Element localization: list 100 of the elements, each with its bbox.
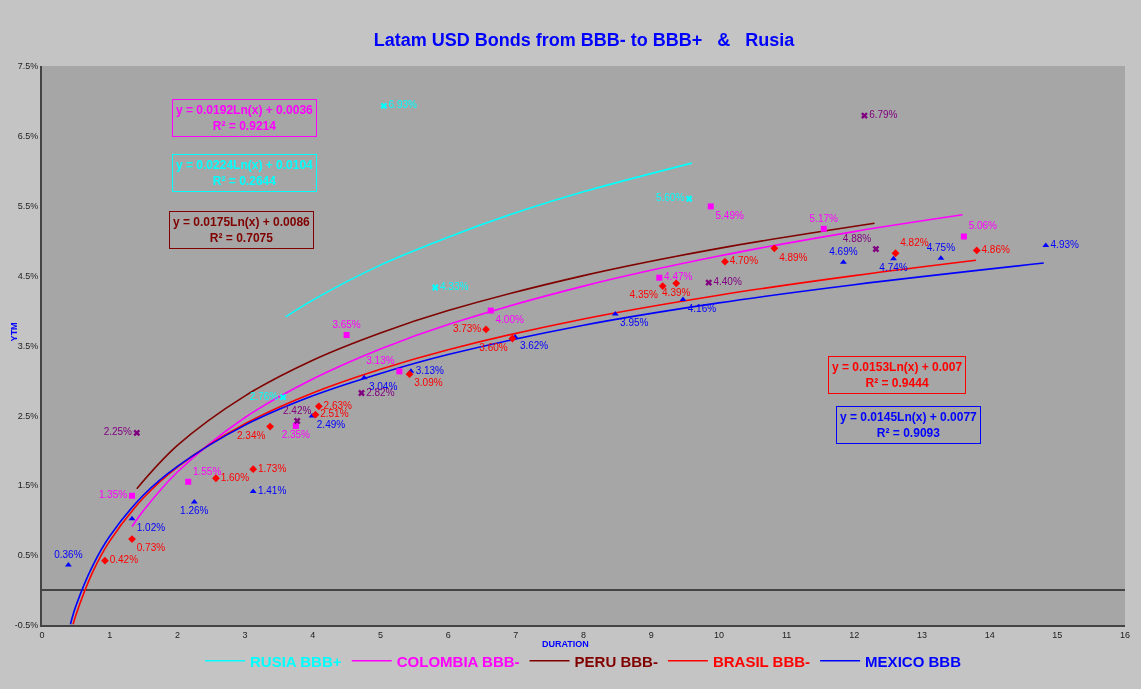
legend-label: RUSIA BBB+	[250, 652, 342, 670]
point	[249, 488, 257, 494]
data-label: 3.13%	[366, 355, 395, 367]
x-tick-label: 2	[174, 629, 180, 640]
x-tick-label: 8	[580, 629, 587, 640]
point	[405, 370, 414, 379]
annotation: y = 0.0192Ln(x) + 0.0036 R² = 0.9214	[176, 103, 314, 133]
point	[1042, 242, 1050, 248]
legend-label: BRASIL BBB-	[712, 652, 811, 670]
data-label: 3.60%	[479, 341, 508, 353]
x-tick-label: 1	[107, 629, 113, 640]
data-label: 4.39%	[662, 286, 691, 298]
point	[820, 225, 827, 232]
x-axis-title: DURATION	[542, 639, 589, 649]
point	[861, 112, 868, 120]
data-label: 2.34%	[237, 429, 266, 441]
point	[380, 102, 388, 110]
legend-label: MEXICO BBB	[865, 652, 962, 670]
data-label: 1.35%	[98, 489, 128, 501]
data-label: 2.25%	[103, 426, 133, 438]
point	[249, 465, 258, 474]
point	[292, 422, 299, 429]
point	[482, 325, 490, 334]
point	[343, 332, 350, 339]
data-label: 4.35%	[629, 289, 659, 301]
point	[685, 195, 693, 203]
data-label: 5.49%	[715, 209, 744, 221]
x-tick-label: 12	[849, 629, 860, 640]
point	[314, 402, 323, 411]
y-axis-title: YTM	[8, 322, 19, 342]
point	[266, 422, 275, 431]
y-tick-label: 2.5%	[17, 410, 39, 421]
y-tick-label: 6.5%	[17, 131, 39, 142]
data-label: 2.35%	[281, 429, 311, 441]
x-tick-label: 11	[781, 629, 792, 640]
x-tick-label: 13	[916, 629, 927, 640]
point	[185, 478, 192, 485]
point	[656, 274, 663, 281]
data-label: 4.00%	[495, 313, 524, 325]
data-label: 4.93%	[1050, 239, 1080, 251]
point	[872, 245, 880, 253]
point	[358, 389, 365, 397]
data-label: 2.76%	[249, 390, 279, 402]
data-label: 0.36%	[54, 548, 83, 560]
data-label: 2.63%	[323, 399, 353, 411]
data-label: 2.49%	[316, 419, 346, 431]
annotation: y = 0.0224Ln(x) + 0.0104 R² = 0.2644	[176, 158, 314, 188]
data-label: 1.26%	[180, 505, 209, 517]
data-label: 4.33%	[440, 281, 469, 292]
x-tick-label: 6	[445, 629, 451, 640]
data-label: 0.73%	[136, 542, 166, 554]
point	[770, 244, 779, 253]
point	[293, 417, 301, 425]
y-tick-label: 5.5%	[17, 200, 39, 211]
data-label: 3.09%	[414, 377, 443, 389]
data-label: 5.06%	[968, 220, 998, 232]
point	[960, 233, 967, 240]
x-tick-label: 0	[39, 629, 45, 640]
data-label: 4.88%	[842, 232, 872, 244]
y-tick-label: 4.5%	[17, 270, 39, 281]
x-tick-label: 3	[242, 629, 248, 640]
data-label: 1.41%	[257, 485, 287, 497]
y-tick-label: 7.5%	[17, 61, 39, 72]
legend-label: COLOMBIA BBB-	[396, 652, 520, 670]
annotation: y = 0.0145Ln(x) + 0.0077 R² = 0.9093	[840, 410, 978, 440]
y-tick-label: -0.5%	[14, 620, 39, 631]
point	[129, 492, 136, 499]
y-tick-label: 1.5%	[17, 480, 39, 491]
x-tick-label: 9	[648, 629, 654, 640]
data-label: 5.60%	[655, 192, 685, 204]
data-label: 3.95%	[620, 317, 649, 329]
data-label: 6.93%	[388, 99, 418, 111]
data-label: 1.02%	[136, 522, 166, 534]
data-label: 4.70%	[729, 255, 759, 267]
data-label: 1.60%	[220, 471, 250, 483]
y-tick-label: 3.5%	[17, 340, 39, 351]
point	[891, 249, 900, 258]
y-tick-label: 0.5%	[17, 550, 39, 561]
x-tick-label: 4	[310, 629, 316, 640]
data-label: 4.40%	[713, 276, 742, 288]
point	[705, 279, 713, 287]
point	[133, 429, 141, 437]
data-label: 3.62%	[519, 340, 549, 352]
data-label: 4.89%	[779, 251, 808, 263]
data-label: 5.17%	[809, 212, 839, 224]
x-tick-label: 10	[713, 629, 724, 640]
annotation: y = 0.0175Ln(x) + 0.0086 R² = 0.7075	[173, 215, 311, 245]
point	[707, 203, 714, 210]
x-tick-label: 15	[1052, 629, 1063, 640]
point	[487, 307, 494, 314]
data-label: 6.79%	[869, 109, 898, 121]
data-label: 3.65%	[332, 318, 361, 330]
data-label: 1.55%	[192, 465, 222, 477]
point	[311, 410, 320, 419]
data-label: 4.86%	[981, 243, 1010, 255]
point	[721, 257, 729, 266]
data-label: 4.69%	[829, 246, 858, 258]
point	[972, 246, 981, 255]
annotation: y = 0.0153Ln(x) + 0.007 R² = 0.9444	[832, 360, 963, 390]
legend-label: PERU BBB-	[574, 652, 658, 670]
